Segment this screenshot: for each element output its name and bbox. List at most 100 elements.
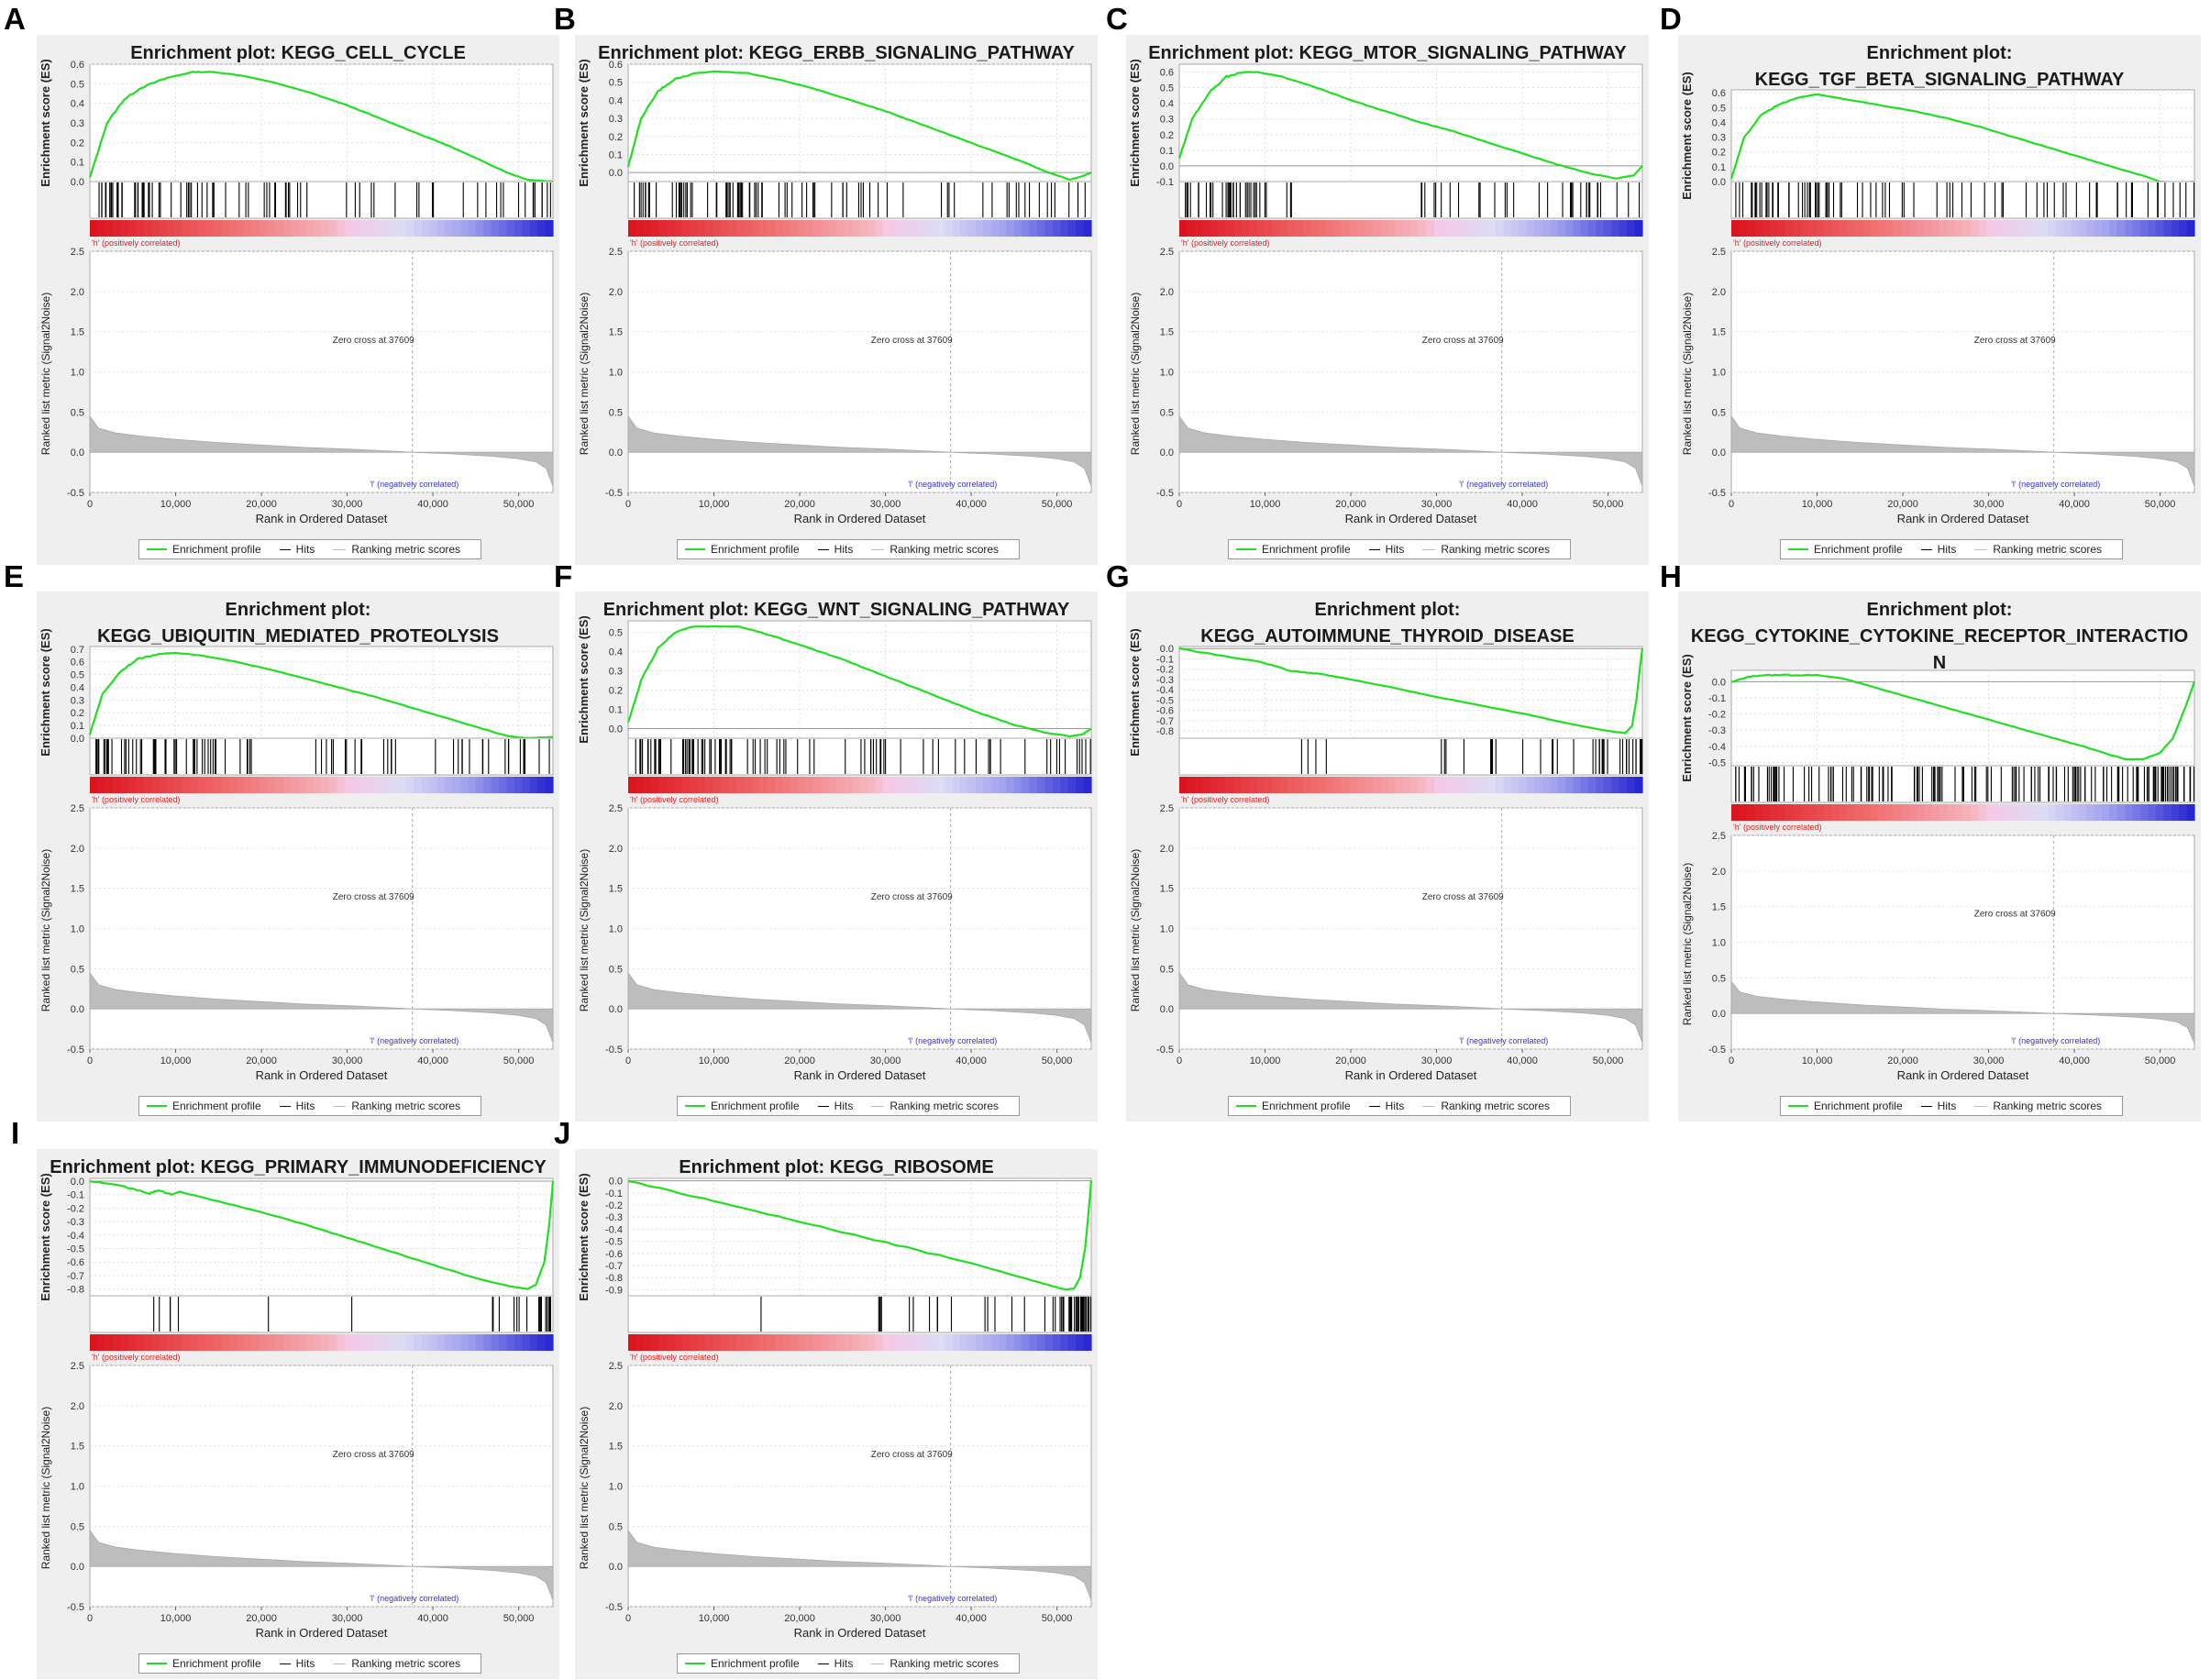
heatmap-cell <box>1611 777 1620 793</box>
heatmap-cell <box>260 1334 269 1351</box>
heatmap-cell <box>1433 777 1442 793</box>
es-y-tick-label: 0.0 <box>609 724 623 735</box>
x-axis-label: Rank in Ordered Dataset <box>794 1626 926 1640</box>
heatmap-cell <box>751 777 760 793</box>
heatmap-cell <box>429 777 438 793</box>
legend-hits-swatch <box>279 1663 291 1664</box>
heatmap-cell <box>391 220 400 237</box>
x-tick-label: 50,000 <box>503 1613 535 1624</box>
heatmap-cell <box>1083 777 1092 793</box>
heatmap-cell <box>537 777 547 793</box>
x-tick-label: 10,000 <box>699 499 730 510</box>
metric-y-axis-label: Ranked list metric (Signal2Noise) <box>39 293 52 455</box>
metric-y-tick-label: 0.0 <box>71 448 84 459</box>
heatmap-cell <box>782 1334 791 1351</box>
es-y-tick-label: -0.1 <box>67 1190 84 1201</box>
metric-y-tick-label: 0.0 <box>609 1562 623 1573</box>
heatmap-cell <box>690 220 699 237</box>
heatmap-cell <box>1739 804 1748 821</box>
legend-hits-swatch <box>817 1105 829 1107</box>
es-y-tick-label: 0.6 <box>609 60 623 71</box>
metric-y-tick-label: 2.0 <box>609 844 623 855</box>
heatmap-cell <box>1006 777 1015 793</box>
heatmap-cell <box>945 777 954 793</box>
heatmap-cell <box>798 220 807 237</box>
metric-y-tick-label: 2.5 <box>71 1361 84 1372</box>
heatmap-cell <box>382 1334 392 1351</box>
heatmap-cell <box>859 777 868 793</box>
heatmap-cell <box>1503 777 1512 793</box>
heatmap-cell <box>1295 777 1304 793</box>
legend: Enrichment profile Hits Ranking metric sco… <box>61 1653 559 1674</box>
es-y-tick-label: 0.4 <box>1160 99 1174 110</box>
heatmap-cell <box>735 1334 745 1351</box>
heatmap-cell <box>267 220 276 237</box>
x-tick-label: 20,000 <box>784 1056 815 1067</box>
heatmap-cell <box>1793 804 1802 821</box>
x-tick-label: 50,000 <box>2145 1056 2176 1067</box>
heatmap-cell <box>1457 777 1466 793</box>
heatmap-cell <box>429 220 438 237</box>
legend-hits-swatch <box>279 1105 291 1107</box>
heatmap-cell <box>890 777 900 793</box>
heatmap-cell <box>151 1334 160 1351</box>
heatmap-cell <box>1619 220 1628 237</box>
heatmap-cell <box>735 777 745 793</box>
heatmap-cell <box>983 1334 992 1351</box>
heatmap-cell <box>2001 804 2010 821</box>
heatmap-cell <box>1037 220 1046 237</box>
heatmap-cell <box>475 220 484 237</box>
panel-svg: 0.0 -0.1 -0.2 -0.3 -0.4 -0.5 Enrichment score … <box>1680 654 2196 1082</box>
heatmap-cell <box>2109 804 2118 821</box>
heatmap-cell <box>344 220 353 237</box>
heatmap-cell <box>90 777 99 793</box>
heatmap-cell <box>468 220 477 237</box>
heatmap-cell <box>735 220 745 237</box>
positive-correlated-label: 'h' (positively correlated) <box>1733 238 1821 248</box>
heatmap-cell <box>844 1334 853 1351</box>
heatmap-cell <box>2140 220 2149 237</box>
heatmap-cell <box>1232 777 1242 793</box>
legend-profile-swatch <box>146 548 167 550</box>
heatmap-cell <box>105 777 114 793</box>
x-tick-label: 0 <box>1729 499 1734 510</box>
es-y-tick-label: 0.1 <box>71 158 84 169</box>
heatmap-cell <box>1318 220 1327 237</box>
heatmap-cell <box>967 220 977 237</box>
heatmap-cell <box>790 220 799 237</box>
hits-area <box>627 181 1092 219</box>
legend-box: Enrichment profile Hits Ranking metric sco… <box>676 1653 1021 1674</box>
es-y-axis-label: Enrichment score (ES) <box>39 1173 52 1300</box>
es-plot-area <box>89 1177 554 1297</box>
es-y-tick-label: 0.6 <box>71 658 84 669</box>
heatmap-cell <box>414 220 423 237</box>
legend-metric-swatch <box>871 548 885 550</box>
metric-y-tick-label: 2.5 <box>1160 803 1174 814</box>
metric-y-axis-label: Ranked list metric (Signal2Noise) <box>578 849 591 1011</box>
heatmap-cell <box>882 220 891 237</box>
heatmap-cell <box>368 220 377 237</box>
heatmap-cell <box>2132 220 2141 237</box>
heatmap-cell <box>1480 220 1489 237</box>
heatmap-cell <box>1387 777 1397 793</box>
panel-letter-G: G <box>1106 559 1130 593</box>
es-y-tick-label: -0.8 <box>1156 726 1174 737</box>
legend-box: Enrichment profile Hits Ranking metric sco… <box>1779 539 2124 559</box>
legend-profile-swatch <box>1787 548 1808 550</box>
heatmap-cell <box>174 777 183 793</box>
hits-area <box>1178 737 1643 776</box>
legend-profile-label: Enrichment profile <box>1261 543 1351 556</box>
heatmap-cell <box>975 777 984 793</box>
heatmap-cell <box>1564 220 1574 237</box>
heatmap-cell <box>1037 777 1046 793</box>
heatmap-cell <box>1924 220 1933 237</box>
heatmap-cell <box>1410 220 1420 237</box>
heatmap-cell <box>952 1334 961 1351</box>
heatmap-cell <box>506 777 515 793</box>
heatmap-cell <box>929 1334 938 1351</box>
legend: Enrichment profile Hits Ranking metric sco… <box>1702 539 2201 559</box>
heatmap-cell <box>97 220 106 237</box>
metric-y-axis-label: Ranked list metric (Signal2Noise) <box>39 849 52 1011</box>
heatmap-cell <box>975 1334 984 1351</box>
metric-y-tick-label: 1.5 <box>609 327 623 338</box>
